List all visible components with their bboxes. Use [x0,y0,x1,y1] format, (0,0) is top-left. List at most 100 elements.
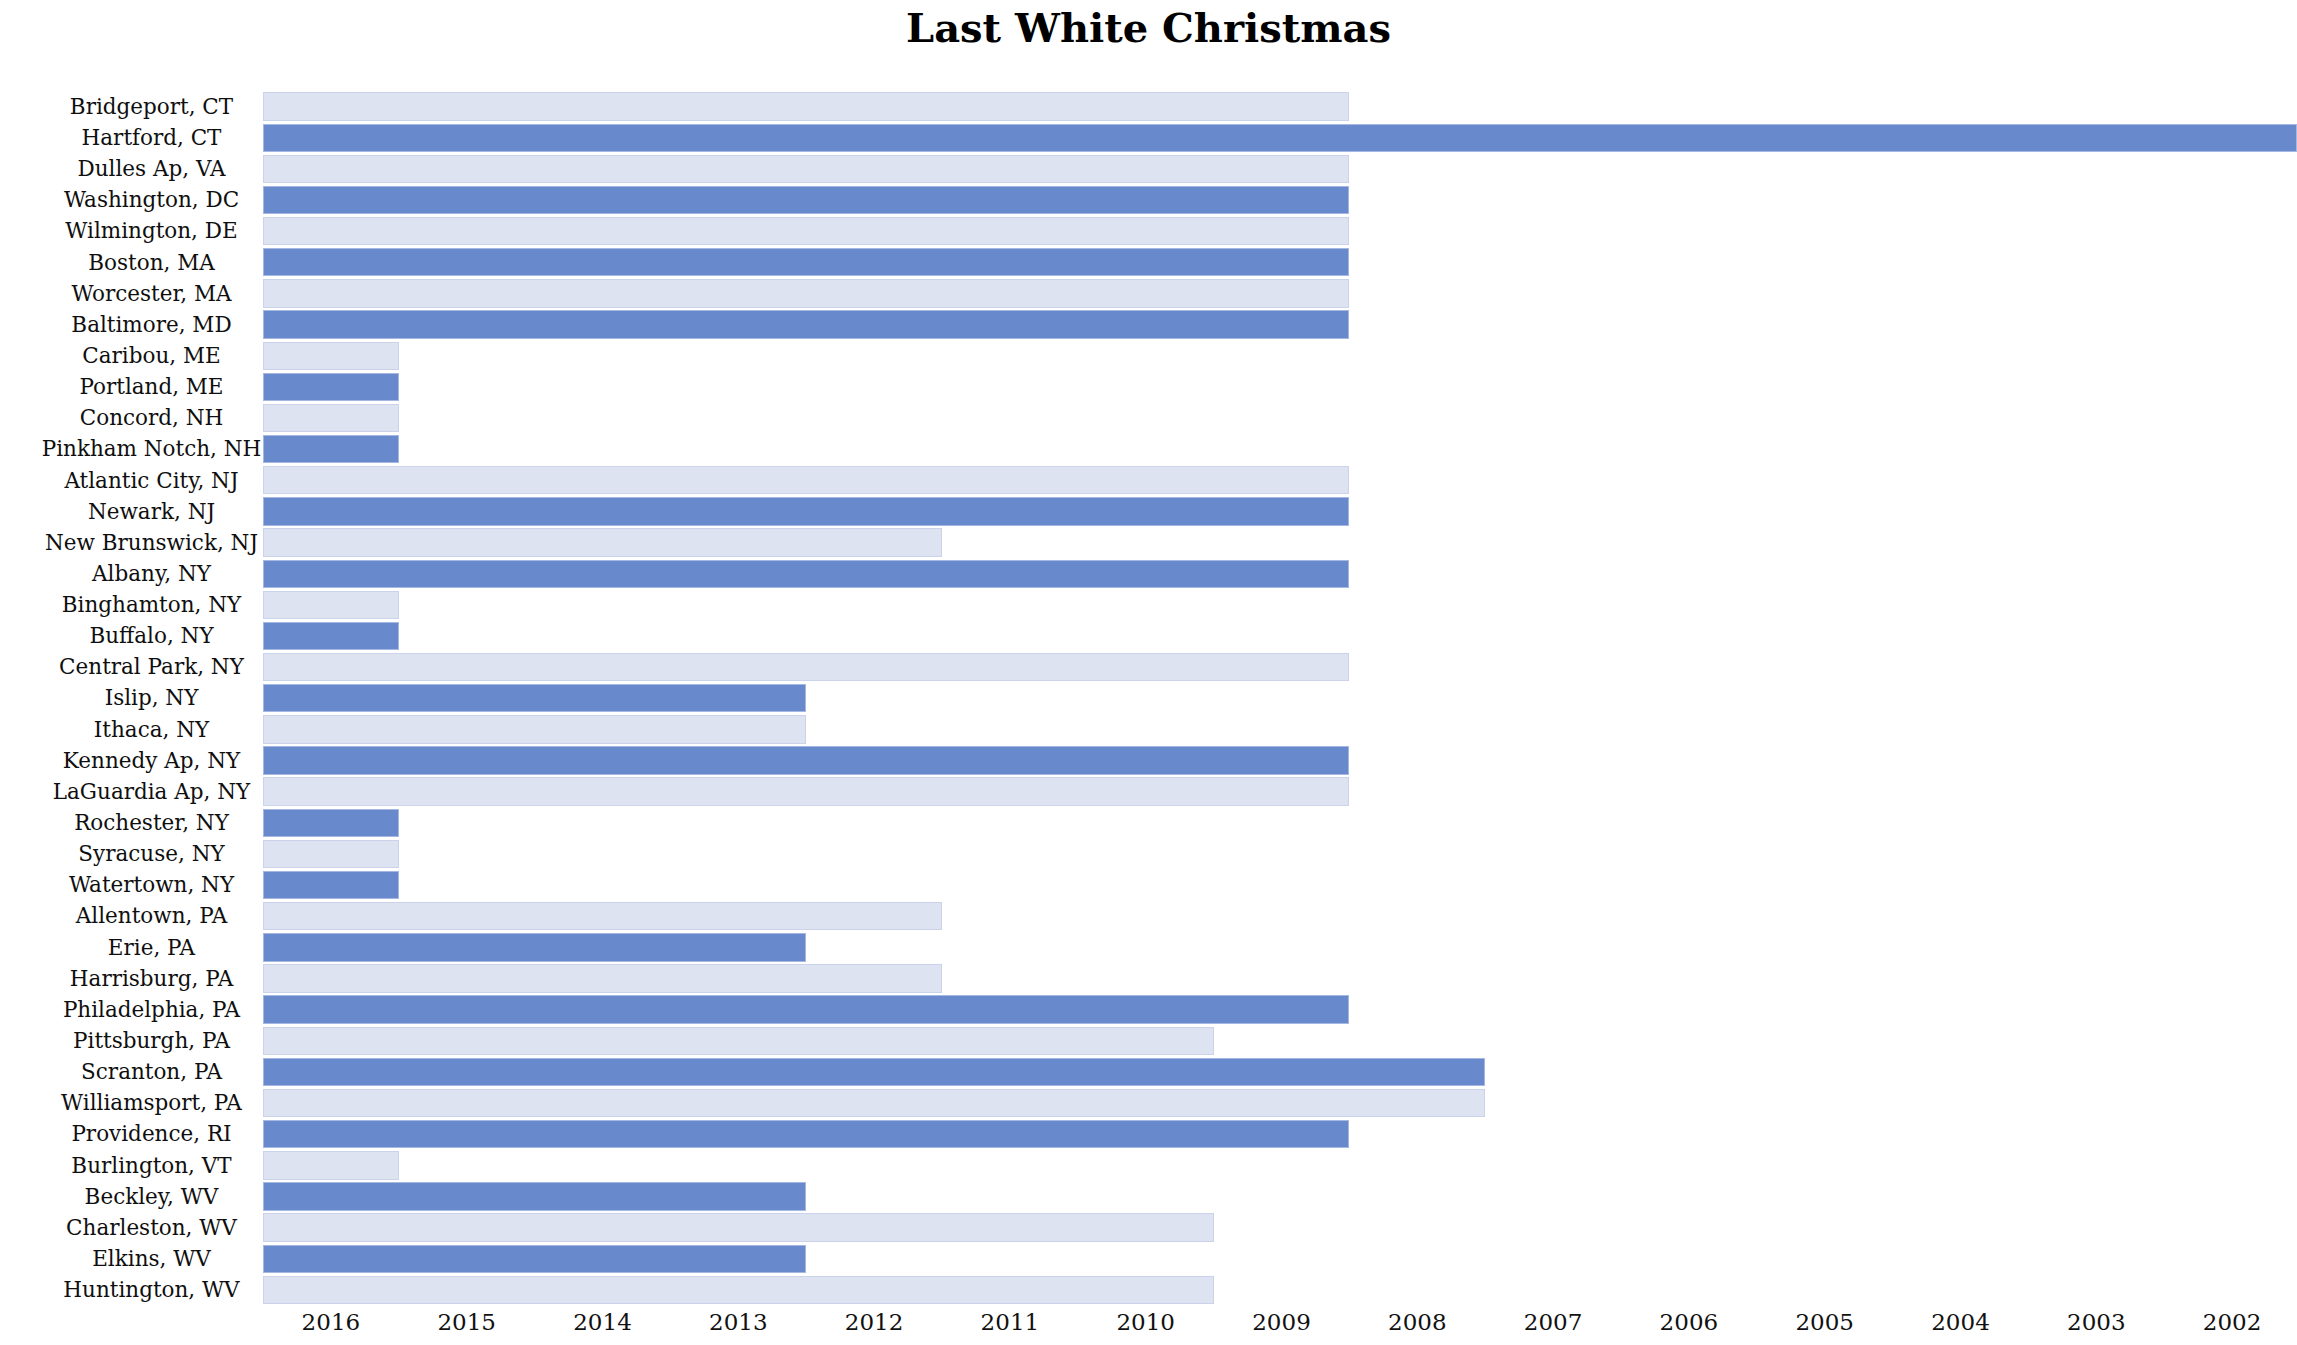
bar-track [263,340,2297,371]
chart-row: LaGuardia Ap, NY [0,776,2297,807]
chart-row: Central Park, NY [0,652,2297,683]
bar-track [263,1088,2297,1119]
category-label: Wilmington, DE [0,216,263,247]
bar-track [263,963,2297,994]
category-label: Islip, NY [0,683,263,714]
bar-track [263,153,2297,184]
category-label: Elkins, WV [0,1243,263,1274]
x-axis-tick-label: 2005 [1795,1309,1854,1335]
chart-row: Buffalo, NY [0,620,2297,651]
chart-row: Wilmington, DE [0,216,2297,247]
chart-row: Portland, ME [0,371,2297,402]
bar [263,1058,1485,1086]
chart-row: Pinkham Notch, NH [0,434,2297,465]
bar-track [263,870,2297,901]
category-label: Harrisburg, PA [0,963,263,994]
bar-track [263,122,2297,153]
bar-track [263,496,2297,527]
category-label: Pittsburgh, PA [0,1025,263,1056]
category-label: Rochester, NY [0,807,263,838]
bar [263,155,1349,183]
category-label: Boston, MA [0,247,263,278]
bar-track [263,994,2297,1025]
category-label: Allentown, PA [0,901,263,932]
category-label: Newark, NJ [0,496,263,527]
bar [263,279,1349,307]
category-label: Washington, DC [0,184,263,215]
bar-track [263,371,2297,402]
bar [263,1151,399,1179]
category-label: Caribou, ME [0,340,263,371]
bar [263,622,399,650]
bar-track [263,402,2297,433]
bar [263,1276,1214,1304]
x-axis-tick-label: 2012 [845,1309,904,1335]
x-axis-tick-label: 2003 [2067,1309,2126,1335]
chart-row: Syracuse, NY [0,838,2297,869]
bar [263,591,399,619]
chart-row: Pittsburgh, PA [0,1025,2297,1056]
chart-row: Washington, DC [0,184,2297,215]
bar-track [263,309,2297,340]
chart-row: Elkins, WV [0,1243,2297,1274]
x-axis-tick-label: 2006 [1660,1309,1719,1335]
category-label: Providence, RI [0,1119,263,1150]
x-axis-tick-label: 2002 [2203,1309,2262,1335]
x-axis-tick-label: 2009 [1252,1309,1311,1335]
category-label: Portland, ME [0,371,263,402]
chart-row: Boston, MA [0,247,2297,278]
bar-track [263,1119,2297,1150]
chart-row: Newark, NJ [0,496,2297,527]
category-label: Erie, PA [0,932,263,963]
category-label: Huntington, WV [0,1274,263,1305]
bar-track [263,465,2297,496]
bar [263,560,1349,588]
chart-row: Caribou, ME [0,340,2297,371]
chart-row: Atlantic City, NJ [0,465,2297,496]
chart-row: Providence, RI [0,1119,2297,1150]
chart-row: Burlington, VT [0,1150,2297,1181]
chart-row: Harrisburg, PA [0,963,2297,994]
bar [263,809,399,837]
chart-row: Worcester, MA [0,278,2297,309]
bar [263,1120,1349,1148]
bar-track [263,558,2297,589]
bar-track [263,932,2297,963]
category-label: Watertown, NY [0,870,263,901]
chart-row: Rochester, NY [0,807,2297,838]
last-white-christmas-chart: Last White Christmas Bridgeport, CTHartf… [0,0,2297,1345]
bar [263,653,1349,681]
bar-track [263,838,2297,869]
chart-row: Philadelphia, PA [0,994,2297,1025]
bar-rows: Bridgeport, CTHartford, CTDulles Ap, VAW… [0,91,2297,1305]
bar [263,684,806,712]
bar [263,310,1349,338]
chart-row: Hartford, CT [0,122,2297,153]
chart-row: Concord, NH [0,402,2297,433]
chart-row: Kennedy Ap, NY [0,745,2297,776]
bar-track [263,278,2297,309]
x-axis-tick-label: 2014 [573,1309,632,1335]
chart-row: Allentown, PA [0,901,2297,932]
bar-track [263,247,2297,278]
chart-row: Charleston, WV [0,1212,2297,1243]
bar-track [263,776,2297,807]
bar [263,248,1349,276]
x-axis-tick-label: 2007 [1524,1309,1583,1335]
bar [263,217,1349,245]
bar-track [263,1025,2297,1056]
category-label: Albany, NY [0,558,263,589]
chart-row: Baltimore, MD [0,309,2297,340]
category-label: New Brunswick, NJ [0,527,263,558]
bar [263,404,399,432]
bar [263,186,1349,214]
x-axis: 2016201520142013201220112010200920082007… [263,1303,2297,1345]
category-label: Baltimore, MD [0,309,263,340]
chart-row: Ithaca, NY [0,714,2297,745]
category-label: Syracuse, NY [0,838,263,869]
category-label: Central Park, NY [0,652,263,683]
bar-track [263,216,2297,247]
bar [263,435,399,463]
bar-track [263,434,2297,465]
chart-title: Last White Christmas [0,4,2297,51]
